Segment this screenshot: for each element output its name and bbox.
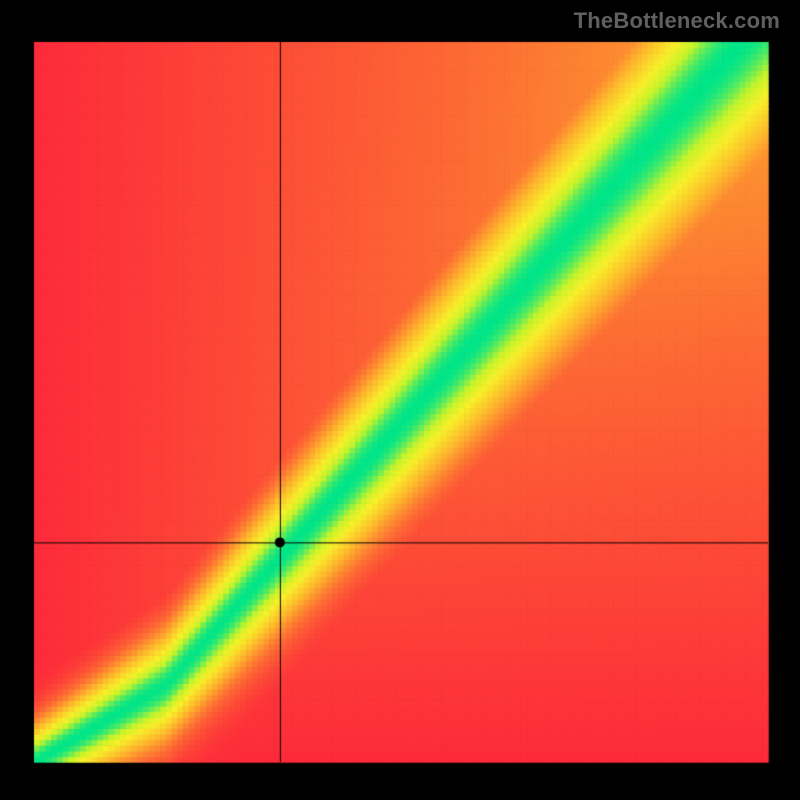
bottleneck-heatmap bbox=[0, 0, 800, 800]
watermark-text: TheBottleneck.com bbox=[574, 8, 780, 34]
